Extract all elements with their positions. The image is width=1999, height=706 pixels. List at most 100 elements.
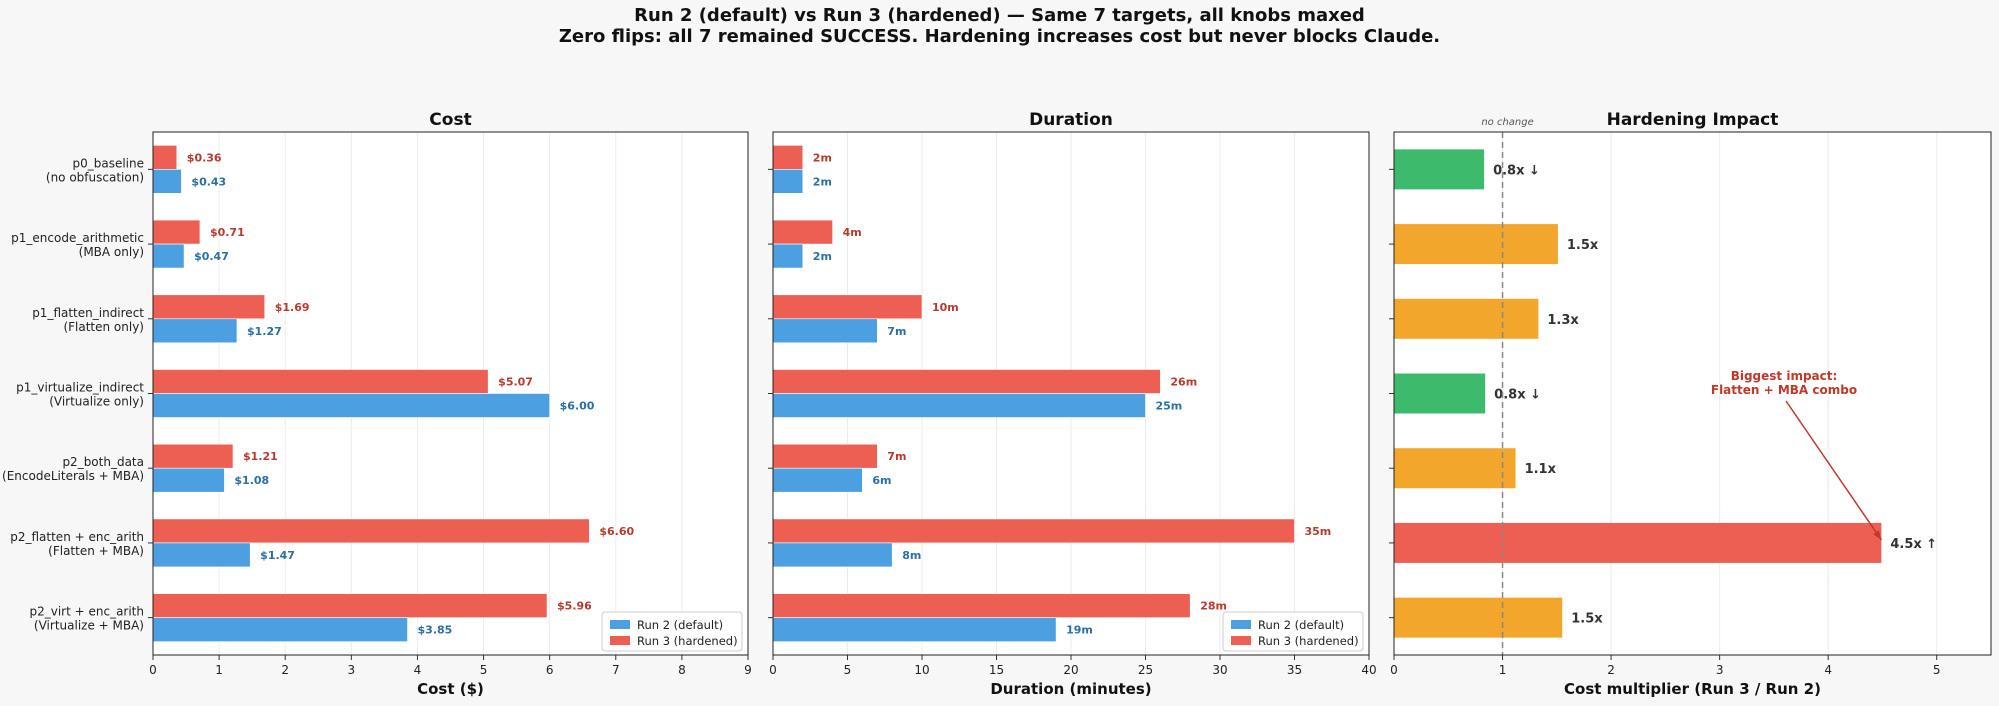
legend-label-run3: Run 3 (hardened) xyxy=(637,634,738,648)
bar-run3 xyxy=(152,518,590,544)
category-sublabel: (Virtualize + MBA) xyxy=(34,619,144,633)
category-label: p2_flatten + enc_arith xyxy=(10,530,144,544)
legend-swatch-run2 xyxy=(1231,620,1251,629)
legend-label-run2: Run 2 (default) xyxy=(637,618,723,632)
bar-run2 xyxy=(772,243,804,269)
category-sublabel: (no obfuscation) xyxy=(46,170,144,184)
data-label-run3: 10m xyxy=(932,301,959,314)
x-tick-label: 15 xyxy=(989,663,1004,677)
bar-run3 xyxy=(772,219,833,245)
figure-subtitle: Zero flips: all 7 remained SUCCESS. Hard… xyxy=(558,26,1441,47)
legend-swatch-run3 xyxy=(1231,636,1251,645)
data-label-run3: $1.69 xyxy=(275,301,310,314)
legend-label-run3: Run 3 (hardened) xyxy=(1258,634,1359,648)
multiplier-bar xyxy=(1394,597,1563,638)
plot-frame xyxy=(772,131,1370,656)
data-label-run2: $3.85 xyxy=(418,624,453,637)
x-tick-label: 5 xyxy=(844,663,852,677)
x-tick-label: 9 xyxy=(744,663,752,677)
data-label-run3: $0.36 xyxy=(187,151,222,164)
annotation-arrow xyxy=(1785,400,1882,541)
x-tick-label: 4 xyxy=(1824,663,1832,677)
x-tick-label: 2 xyxy=(281,663,289,677)
data-label-run3: 7m xyxy=(887,450,906,463)
category-sublabel: (Flatten + MBA) xyxy=(48,544,144,558)
annotation-line-1: Biggest impact: xyxy=(1731,369,1838,383)
data-label-run2: $1.47 xyxy=(260,549,295,562)
figure-title: Run 2 (default) vs Run 3 (hardened) — Sa… xyxy=(634,5,1365,26)
x-tick-label: 4 xyxy=(414,663,422,677)
multiplier-bar xyxy=(1394,522,1882,563)
annotation-line-2: Flatten + MBA combo xyxy=(1711,383,1857,397)
multiplier-bar xyxy=(1394,448,1516,489)
category-label: p1_virtualize_indirect xyxy=(16,381,144,395)
x-axis-label: Cost ($) xyxy=(417,680,484,698)
bar-run3 xyxy=(152,443,234,469)
data-label-run2: 2m xyxy=(813,175,832,188)
bar-run3 xyxy=(772,369,1161,394)
data-label-run2: $6.00 xyxy=(560,400,595,413)
multiplier-label: 1.5x xyxy=(1571,612,1603,627)
category-label: p1_flatten_indirect xyxy=(32,306,144,320)
data-label-run2: $0.47 xyxy=(194,250,229,263)
bar-run3 xyxy=(152,369,489,394)
bar-run2 xyxy=(152,542,251,568)
plot-frame xyxy=(1393,131,1992,656)
data-label-run3: 28m xyxy=(1200,600,1227,613)
data-label-run2: $1.08 xyxy=(234,474,269,487)
category-sublabel: (EncodeLiterals + MBA) xyxy=(2,469,144,483)
data-label-run2: $0.43 xyxy=(191,175,226,188)
multiplier-label: 4.5x ↑ xyxy=(1890,537,1937,552)
bar-run3 xyxy=(772,518,1295,544)
data-label-run3: 26m xyxy=(1170,376,1197,389)
x-tick-label: 40 xyxy=(1361,663,1376,677)
category-label: p1_encode_arithmetic xyxy=(11,231,144,245)
data-label-run2: $1.27 xyxy=(247,325,282,338)
legend-box xyxy=(601,611,743,652)
multiplier-label: 0.8x ↓ xyxy=(1493,163,1540,178)
bar-run3 xyxy=(152,145,178,170)
multiplier-bar xyxy=(1394,373,1486,414)
multiplier-label: 1.5x xyxy=(1567,238,1599,253)
data-label-run3: 2m xyxy=(813,151,832,164)
panel-title: Hardening Impact xyxy=(1607,110,1779,130)
data-label-run3: $1.21 xyxy=(243,450,278,463)
bar-run2 xyxy=(152,243,185,269)
multiplier-bar xyxy=(1394,149,1485,190)
x-tick-label: 10 xyxy=(914,663,929,677)
category-sublabel: (MBA only) xyxy=(79,245,144,259)
plot-area xyxy=(1394,132,1991,655)
data-label-run3: 35m xyxy=(1305,525,1332,538)
bar-run3 xyxy=(772,294,923,320)
multiplier-bar xyxy=(1394,224,1558,265)
bar-run3 xyxy=(152,593,548,618)
data-label-run3: 4m xyxy=(843,226,862,239)
plot-frame xyxy=(152,131,749,656)
legend-swatch-run2 xyxy=(610,620,630,629)
bar-run2 xyxy=(772,542,893,568)
bar-run3 xyxy=(772,145,804,170)
x-tick-label: 25 xyxy=(1138,663,1153,677)
bar-run3 xyxy=(152,294,266,320)
x-tick-label: 7 xyxy=(612,663,620,677)
x-tick-label: 1 xyxy=(1499,663,1507,677)
bar-run2 xyxy=(152,393,550,418)
category-label: p0_baseline xyxy=(72,156,144,170)
x-tick-label: 3 xyxy=(1716,663,1724,677)
bar-run2 xyxy=(152,617,408,642)
x-axis-label: Cost multiplier (Run 3 / Run 2) xyxy=(1564,680,1821,698)
bar-run2 xyxy=(772,467,863,493)
data-label-run3: $5.96 xyxy=(557,600,592,613)
x-tick-label: 30 xyxy=(1212,663,1227,677)
x-tick-label: 2 xyxy=(1607,663,1615,677)
data-label-run3: $6.60 xyxy=(599,525,634,538)
x-tick-label: 0 xyxy=(1390,663,1398,677)
x-axis-label: Duration (minutes) xyxy=(990,680,1151,698)
bar-run2 xyxy=(152,169,182,194)
bar-run2 xyxy=(772,393,1146,418)
x-tick-label: 0 xyxy=(149,663,157,677)
data-label-run2: 25m xyxy=(1156,400,1183,413)
legend-swatch-run3 xyxy=(610,636,630,645)
data-label-run3: $5.07 xyxy=(498,376,533,389)
x-tick-label: 5 xyxy=(1933,663,1941,677)
